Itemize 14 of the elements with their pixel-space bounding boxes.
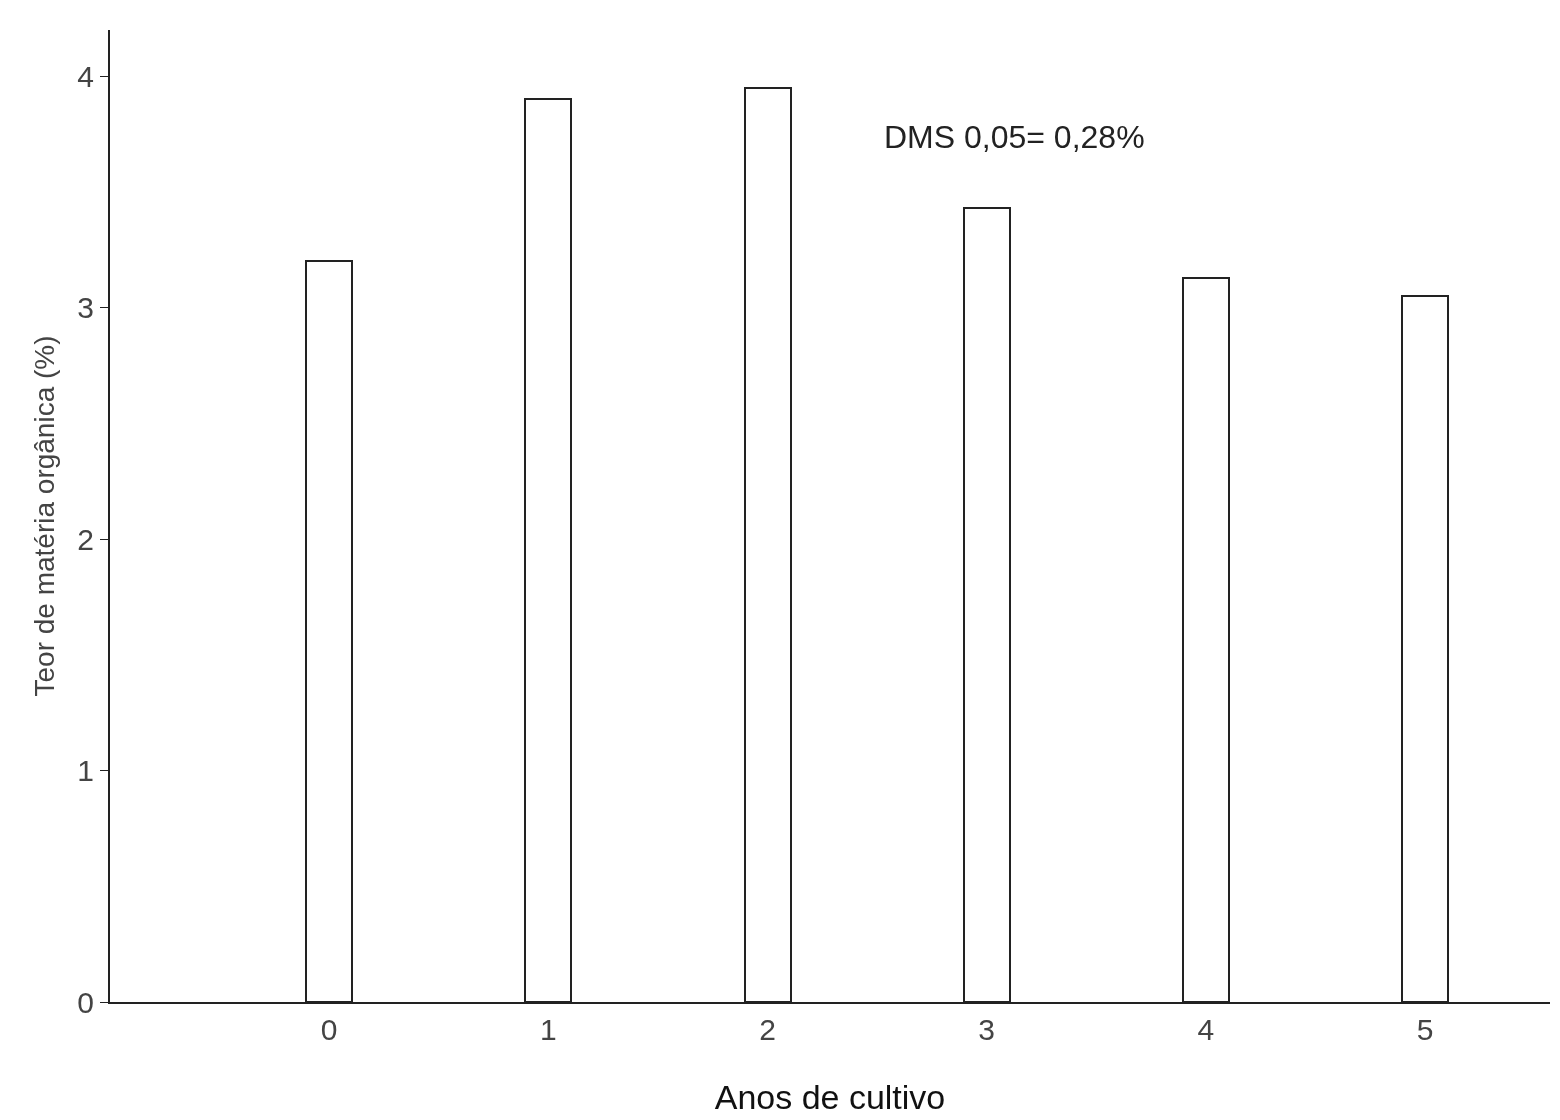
annotation: DMS 0,05= 0,28% <box>884 119 1145 155</box>
x-tick-label: 3 <box>978 1013 996 1046</box>
x-tick-label: 4 <box>1197 1013 1215 1046</box>
x-tick-label: 1 <box>540 1013 557 1046</box>
y-tick-label: 1 <box>77 754 94 788</box>
y-tick-label: 2 <box>77 522 94 556</box>
y-tick-label: 3 <box>77 291 94 325</box>
x-tick-label: 0 <box>320 1013 338 1046</box>
x-tick-label: 5 <box>1416 1013 1434 1046</box>
y-axis-title: Teor de matéria orgânica (%) <box>28 335 60 697</box>
y-tick-label: 4 <box>77 59 94 93</box>
y-tick-label: 0 <box>77 985 94 1019</box>
x-axis-title: Anos de cultivo <box>714 1077 946 1116</box>
x-tick-label: 2 <box>759 1013 776 1046</box>
